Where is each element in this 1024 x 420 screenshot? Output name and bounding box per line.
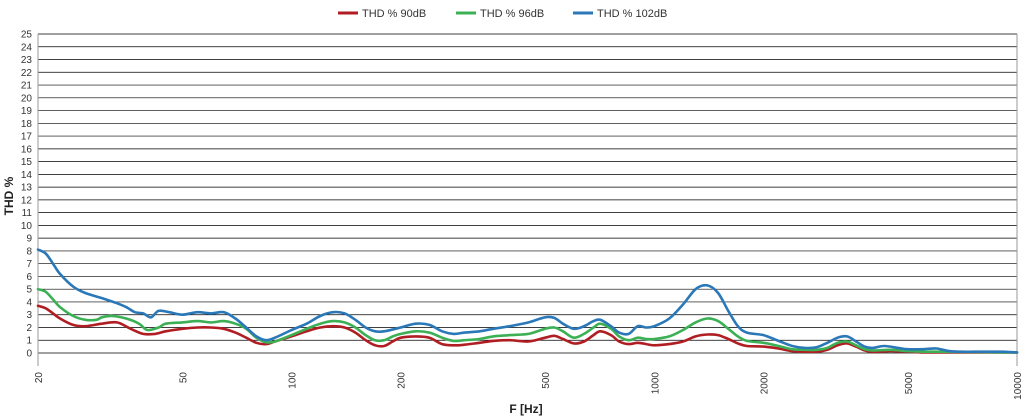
y-tick-label: 3 xyxy=(26,310,32,321)
series-line-1 xyxy=(36,304,1019,354)
legend: THD % 90dB THD % 96dB THD % 102dB xyxy=(338,8,667,20)
y-tick-label: 25 xyxy=(21,30,33,41)
y-tick-label: 8 xyxy=(26,246,32,257)
y-tick-label: 1 xyxy=(26,336,32,347)
x-tick-label: 2000 xyxy=(759,372,770,395)
y-tick-label: 6 xyxy=(26,272,32,283)
x-tick-label: 1000 xyxy=(650,372,661,395)
series-lines xyxy=(36,248,1019,354)
x-tick-label: 500 xyxy=(541,372,552,389)
y-tick-label: 19 xyxy=(21,106,33,117)
y-tick-label: 9 xyxy=(26,234,32,245)
x-tick-labels: 20 50 100 200 500 1000 2000 5000 10000 xyxy=(34,372,1024,400)
y-tick-label: 24 xyxy=(21,42,33,53)
x-tick-label: 20 xyxy=(34,372,45,384)
y-tick-label: 20 xyxy=(21,93,33,104)
y-tick-label: 13 xyxy=(21,183,33,194)
x-tick-label: 5000 xyxy=(904,372,915,395)
x-tick-label: 200 xyxy=(397,372,408,389)
y-tick-label: 21 xyxy=(21,81,33,92)
y-tick-label: 5 xyxy=(26,285,32,296)
y-tick-label: 17 xyxy=(21,132,33,143)
y-tick-label: 18 xyxy=(21,119,33,130)
y-tick-label: 11 xyxy=(22,208,33,219)
y-tick-label: 16 xyxy=(21,144,33,155)
x-divider-lines xyxy=(37,34,1018,366)
y-tick-label: 22 xyxy=(21,68,33,79)
y-tick-label: 4 xyxy=(26,297,32,308)
y-tick-label: 2 xyxy=(26,323,32,334)
x-tick-label: 50 xyxy=(178,372,189,384)
x-tick-label: 10000 xyxy=(1013,372,1024,400)
y-tick-label: 23 xyxy=(21,55,33,66)
y-tick-label: 12 xyxy=(21,195,33,206)
x-axis-title: F [Hz] xyxy=(509,402,542,416)
y-axis-title: THD % xyxy=(2,176,16,215)
legend-label: THD % 90dB xyxy=(362,8,426,20)
y-tick-label: 10 xyxy=(21,221,33,232)
y-gridlines xyxy=(38,33,1017,354)
y-tick-label: 14 xyxy=(21,170,33,181)
y-tick-labels: 0123456789101112131415161718192021222324… xyxy=(21,30,33,360)
x-tick-label: 100 xyxy=(288,372,299,389)
legend-label: THD % 96dB xyxy=(480,8,544,20)
series-line-2 xyxy=(36,287,1019,354)
y-tick-label: 15 xyxy=(21,157,33,168)
y-tick-label: 7 xyxy=(26,259,32,270)
y-tick-label: 0 xyxy=(26,349,32,360)
legend-label: THD % 102dB xyxy=(597,8,667,20)
series-line-3 xyxy=(36,248,1019,354)
